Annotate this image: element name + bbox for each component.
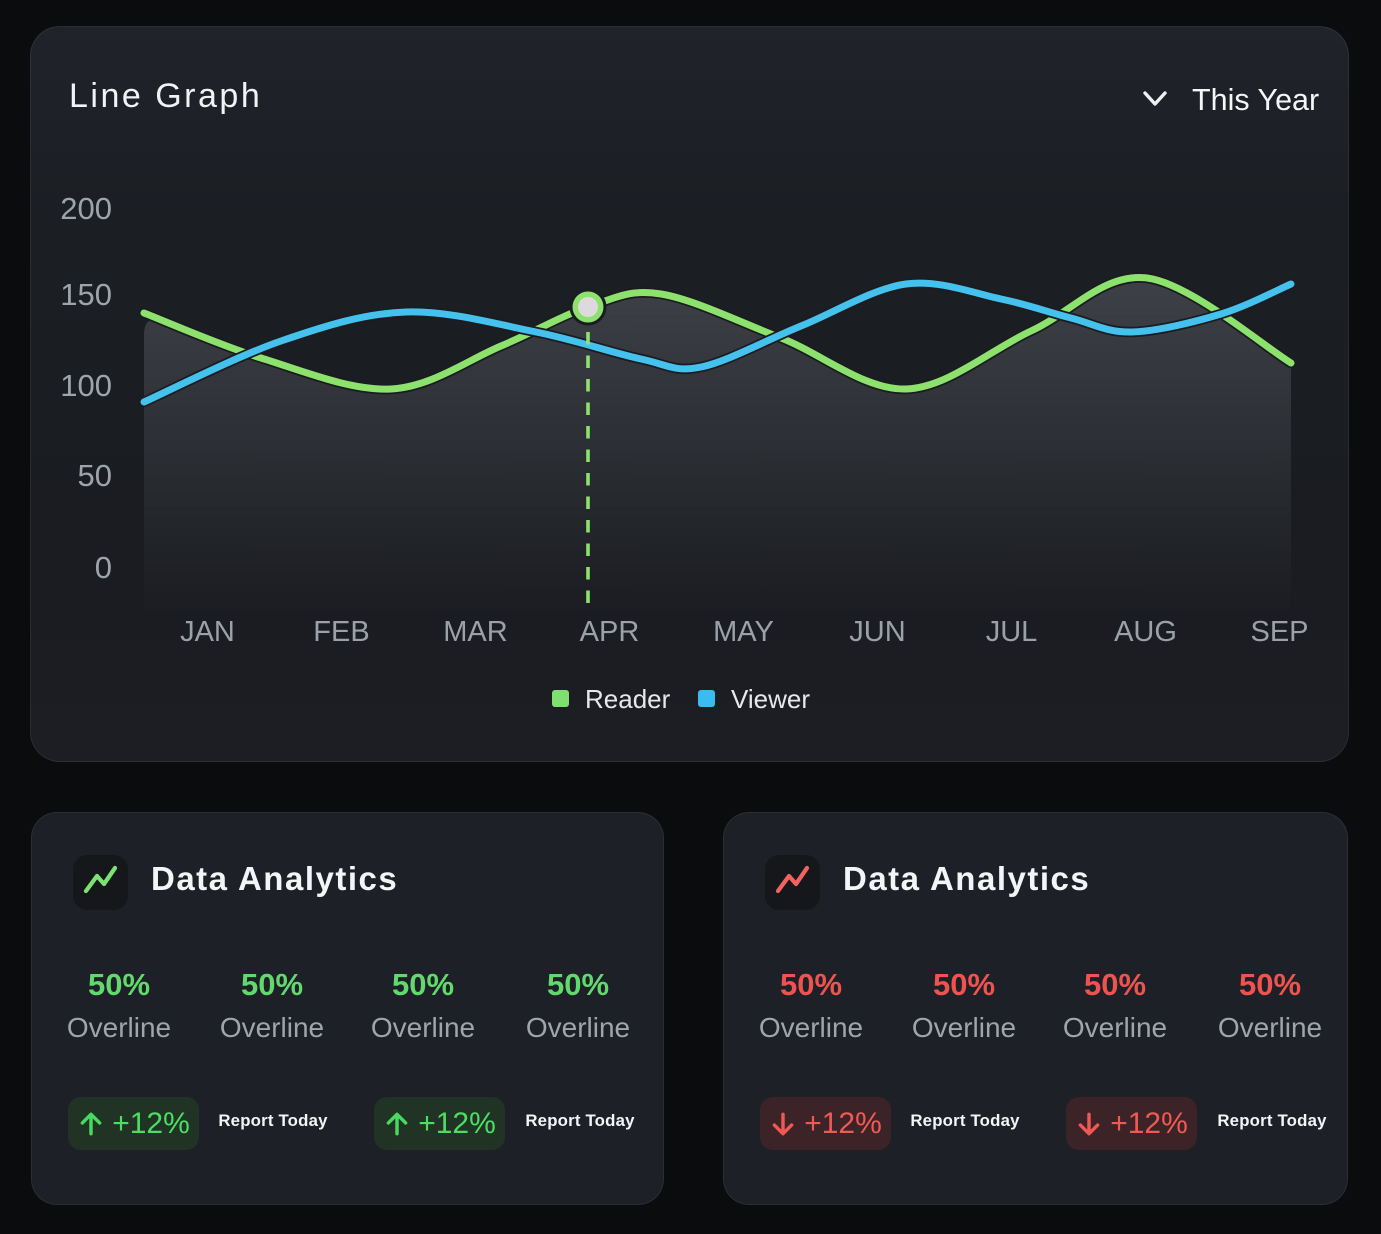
svg-text:Reader: Reader (585, 684, 671, 714)
svg-text:MAR: MAR (443, 616, 507, 648)
svg-text:AUG: AUG (1114, 616, 1177, 648)
svg-text:100: 100 (60, 368, 112, 403)
svg-text:JUL: JUL (986, 616, 1038, 648)
svg-text:FEB: FEB (313, 616, 369, 648)
svg-text:JAN: JAN (180, 616, 235, 648)
svg-text:JUN: JUN (849, 616, 905, 648)
svg-text:Viewer: Viewer (731, 684, 810, 714)
svg-text:50: 50 (78, 458, 112, 493)
svg-text:This Year: This Year (1192, 83, 1319, 117)
svg-text:200: 200 (60, 191, 112, 226)
svg-text:SEP: SEP (1250, 616, 1308, 648)
svg-text:150: 150 (60, 277, 112, 312)
svg-text:APR: APR (580, 616, 640, 648)
svg-text:0: 0 (95, 550, 112, 585)
svg-text:MAY: MAY (713, 616, 774, 648)
